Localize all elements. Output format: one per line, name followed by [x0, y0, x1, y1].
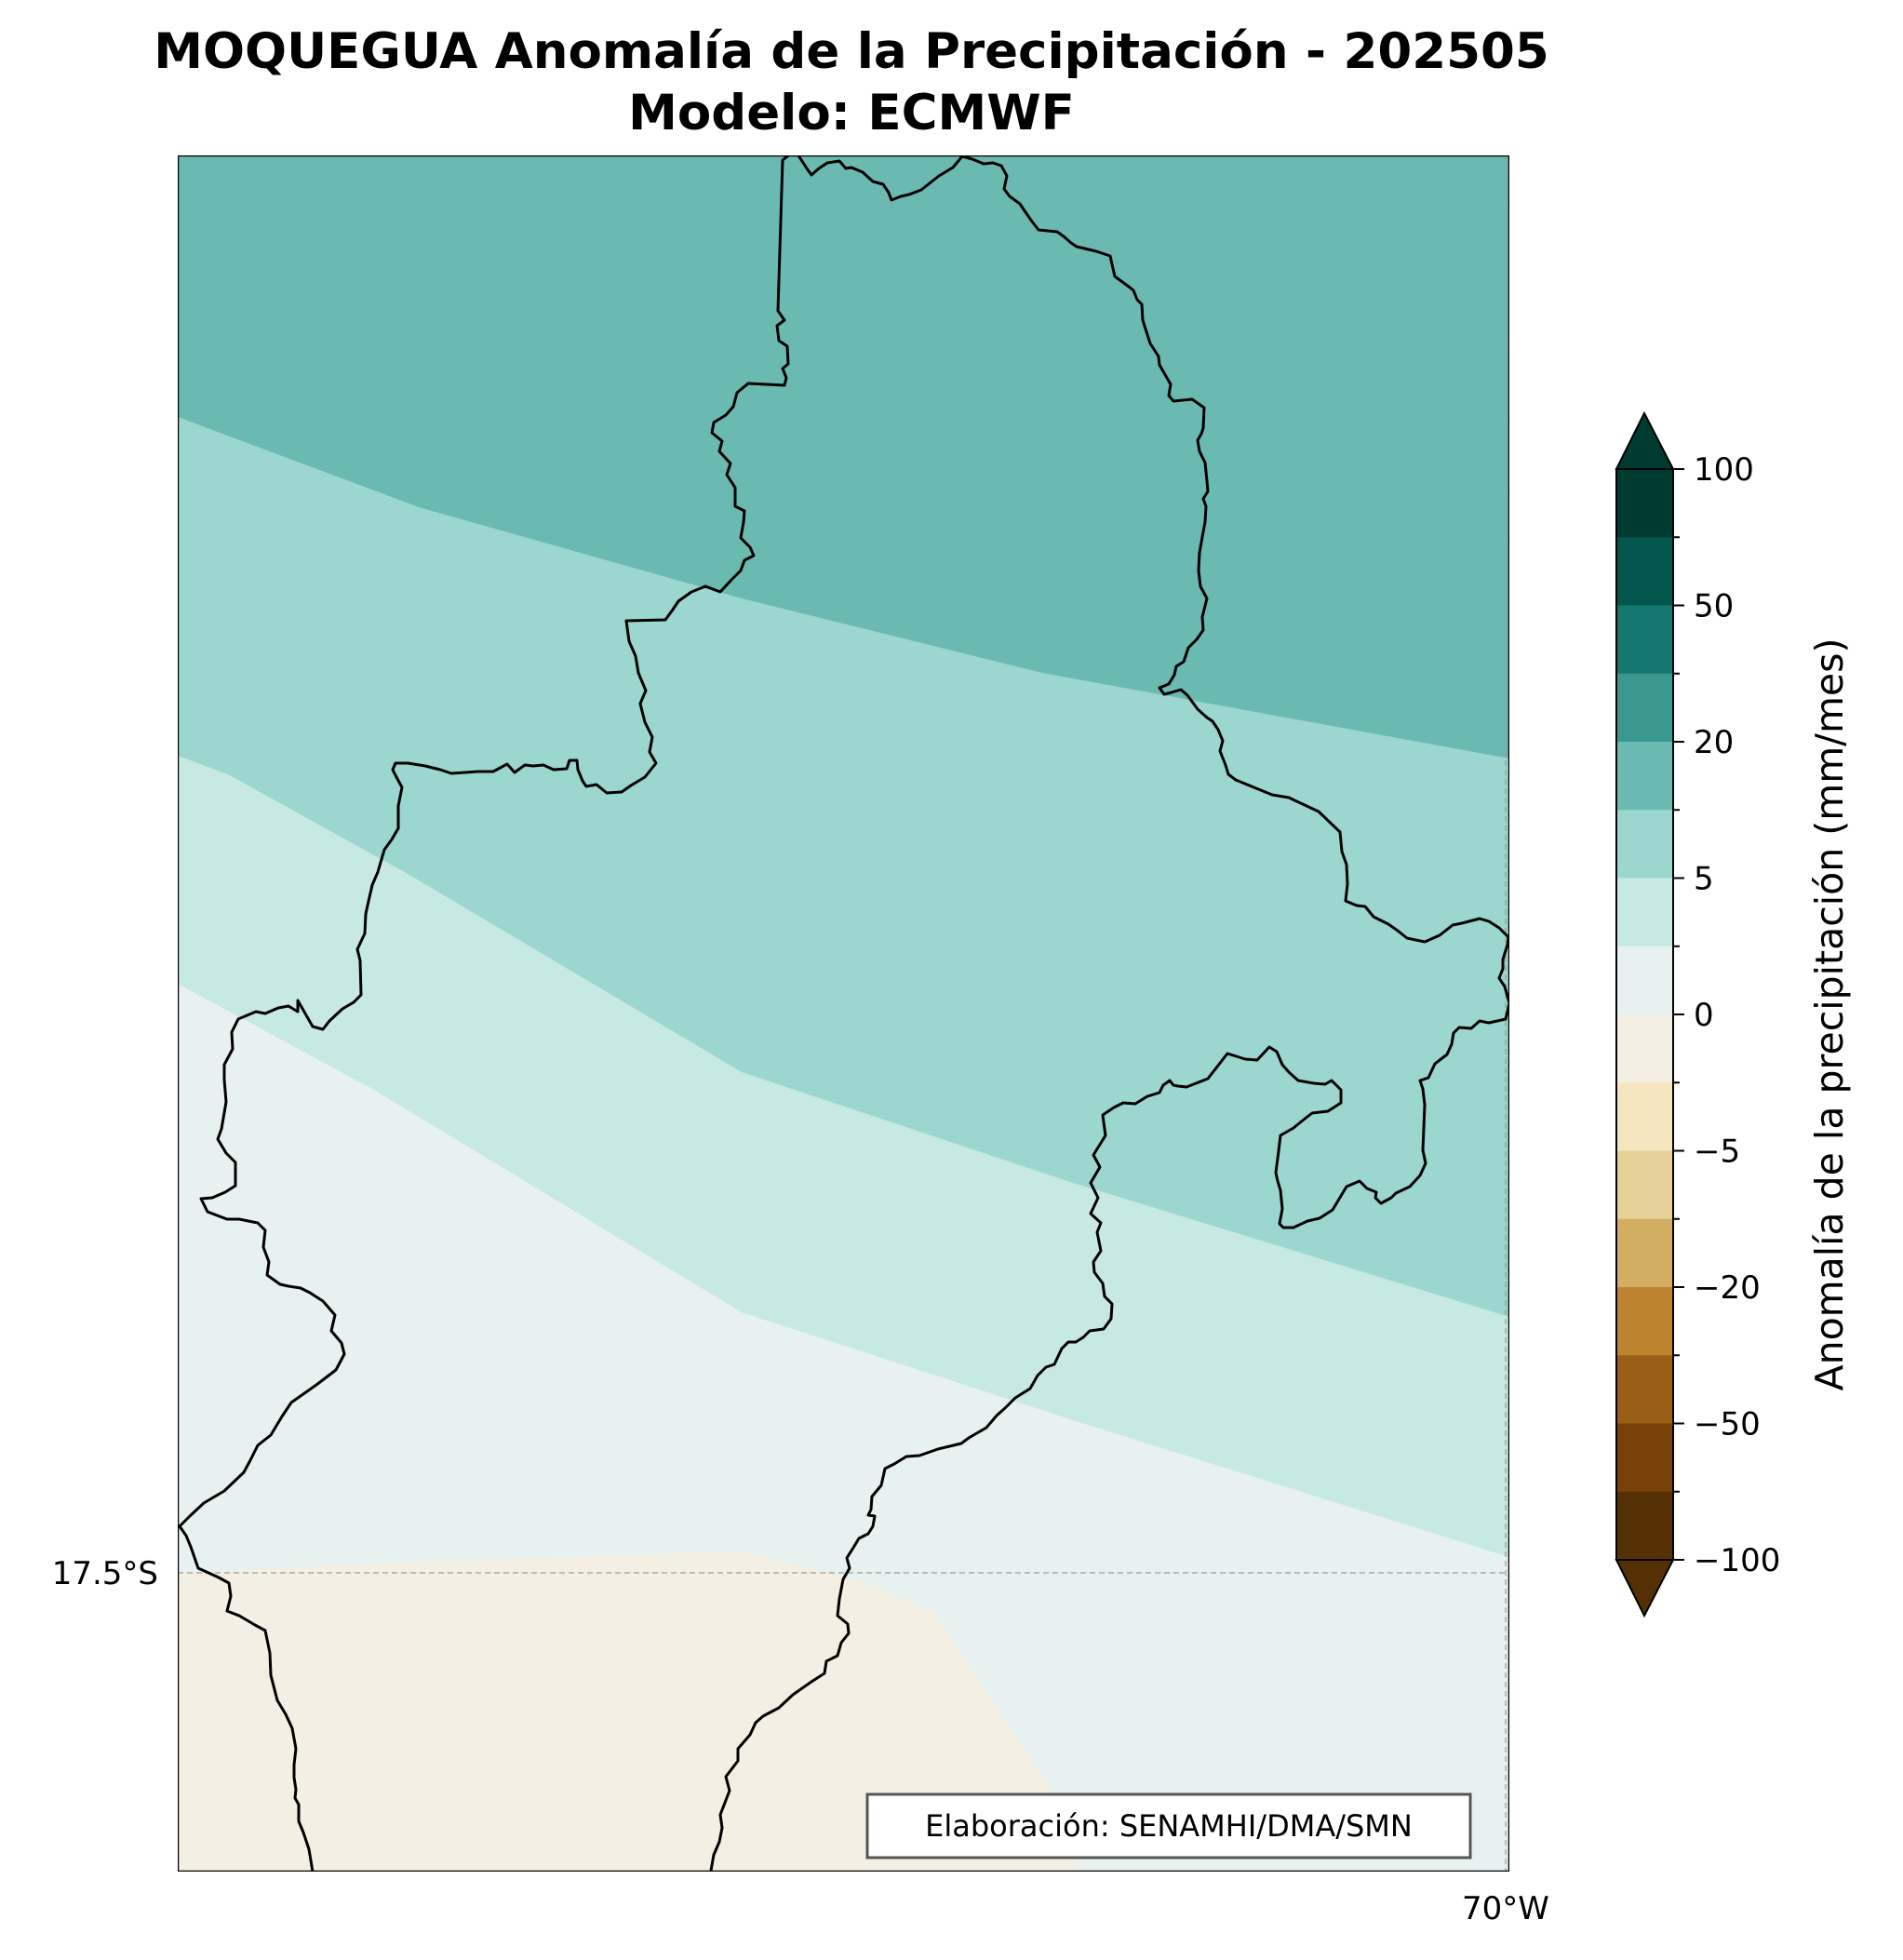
colorbar-tick-label: −50	[1694, 1406, 1761, 1443]
colorbar-segment	[1616, 1082, 1673, 1151]
colorbar-tick-label: −100	[1694, 1542, 1780, 1579]
colorbar-segment	[1616, 810, 1673, 879]
longitude-tick-label: 70°W	[1462, 1890, 1549, 1927]
colorbar-segment	[1616, 1150, 1673, 1220]
colorbar-tick-label: 100	[1694, 451, 1754, 489]
credit-text: Elaboración: SENAMHI/DMA/SMN	[925, 1808, 1413, 1844]
colorbar-extend-min-arrow	[1615, 1559, 1675, 1618]
map-title: MOQUEGUA Anomalía de la Precipitación - …	[154, 23, 1549, 80]
colorbar-label: Anomalía de la precipitación (mm/mes)	[1807, 638, 1852, 1391]
colorbar-segment	[1616, 878, 1673, 947]
colorbar-tick-label: 50	[1694, 588, 1734, 625]
credit-box: Elaboración: SENAMHI/DMA/SMN	[865, 1792, 1472, 1859]
colorbar-tick-label: 0	[1694, 997, 1714, 1034]
colorbar-segment	[1616, 1014, 1673, 1083]
colorbar-tick-label: 5	[1694, 861, 1714, 898]
colorbar-segment	[1616, 537, 1673, 606]
latitude-tick-label: 17.5°S	[52, 1555, 158, 1592]
anomaly-zone-minus-2-0	[178, 1551, 1079, 1872]
colorbar-segment	[1616, 469, 1673, 538]
colorbar-segment	[1616, 605, 1673, 675]
map-subtitle: Modelo: ECMWF	[628, 85, 1075, 141]
map-panel	[178, 155, 1509, 1872]
colorbar-segment	[1616, 1423, 1673, 1493]
colorbar-segment	[1616, 742, 1673, 811]
region-boundary	[178, 155, 1509, 1872]
colorbar-segment	[1616, 1491, 1673, 1561]
colorbar-extend-max-arrow	[1615, 410, 1675, 470]
colorbar-segment	[1616, 1287, 1673, 1356]
colorbar-tick-label: 20	[1694, 724, 1734, 761]
colorbar-segment	[1616, 1218, 1673, 1288]
colorbar-tick-label: −5	[1694, 1134, 1740, 1171]
colorbar-tick-label: −20	[1694, 1269, 1761, 1307]
colorbar-segment	[1616, 946, 1673, 1015]
colorbar-segment	[1616, 1355, 1673, 1424]
colorbar-segment	[1616, 673, 1673, 743]
